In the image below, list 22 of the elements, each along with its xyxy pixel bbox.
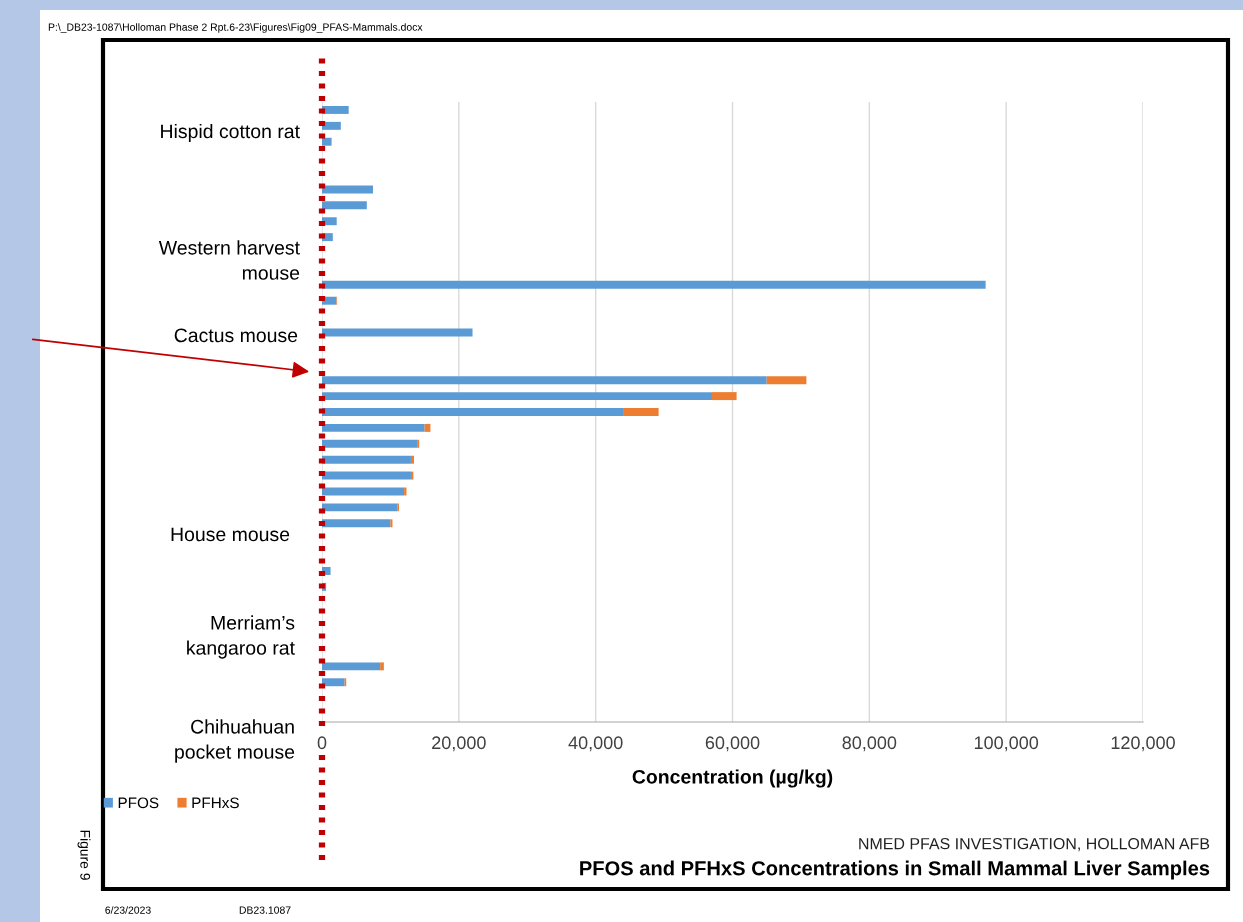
x-tick-label: 100,000: [974, 736, 1039, 752]
legend-label: PFHxS: [192, 797, 239, 809]
text: NMED PFAS INVESTIGATION, HOLLOMAN AFB: [859, 837, 1210, 852]
x-tick-label: 120,000: [1111, 736, 1175, 752]
x-axis-title: Concentration (µg/kg): [632, 769, 833, 788]
text: PFOS and PFHxS Concentrations in Small Mammal Liver Samples: [580, 860, 1210, 880]
text: Merriam’s kangaroo rat: [187, 615, 295, 659]
x-tick-label: 20,000: [432, 736, 486, 752]
text: Western harvest mouse: [158, 240, 300, 280]
x-tick-label: 60,000: [705, 736, 760, 752]
text: DB23.1087: [239, 906, 291, 914]
text: 6/23/2023: [105, 906, 151, 914]
text: House mouse: [171, 527, 290, 542]
x-tick-label: 0: [317, 736, 327, 750]
text: Hispid cotton rat: [161, 123, 300, 143]
x-tick-label: 80,000: [842, 736, 897, 752]
legend-label: PFOS: [118, 797, 159, 809]
caption: Figure 9: [77, 830, 91, 880]
x-tick-label: 40,000: [568, 736, 623, 752]
text: Chihuahuan pocket mouse: [175, 719, 295, 763]
text: Cactus mouse: [174, 328, 298, 343]
text: P:\_DB23-1087\Holloman Phase 2 Rpt.6-23\Figures\Fig09_PFAS-Mammals.docx: [48, 23, 423, 33]
